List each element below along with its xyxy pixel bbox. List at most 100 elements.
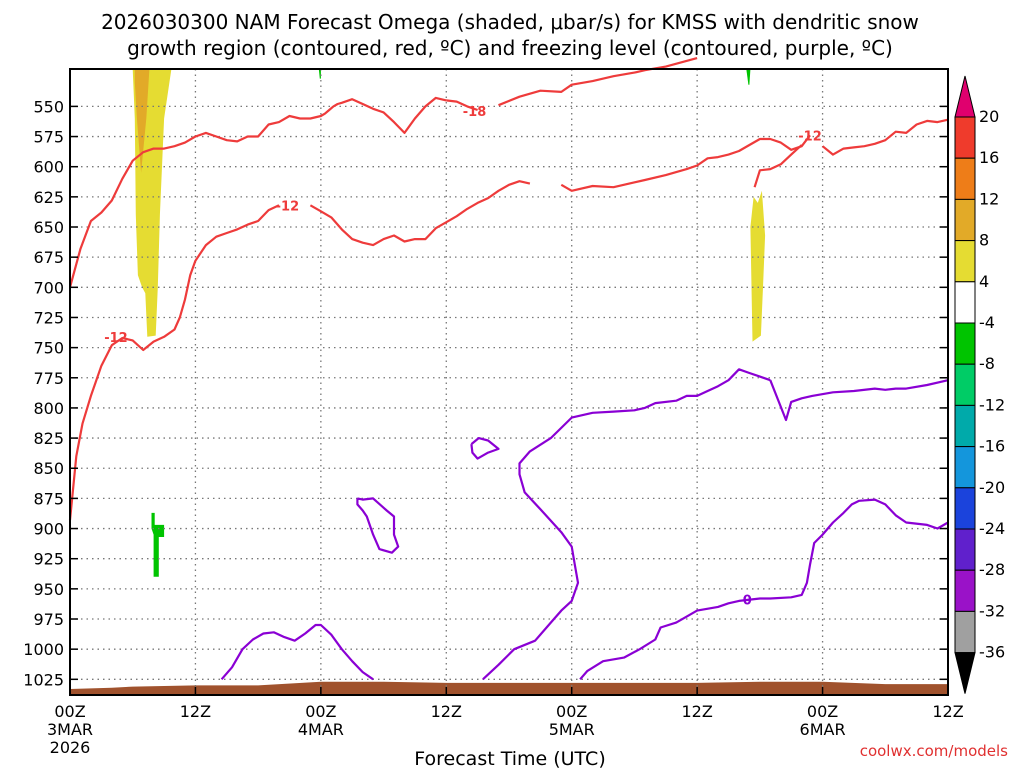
plot-area: -12 -18 -12 -12 0 xyxy=(68,57,949,696)
omega-positive-4-8-day3 xyxy=(750,190,766,342)
y-tick-label-825: 825 xyxy=(33,429,64,448)
chart-title-line1: 2026030300 NAM Forecast Omega (shaded, μ… xyxy=(101,10,919,34)
y-axis: 550 575 600 625 650 675 700 725 750 775 800 825 850 8… xyxy=(23,97,948,689)
dgz-upper-minus-12 xyxy=(68,96,447,288)
colorbar-label-1: 16 xyxy=(979,148,999,167)
x-tick-date-6: 6MAR xyxy=(800,720,846,739)
y-tick-label-625: 625 xyxy=(33,188,64,207)
freeze-bubble-lower xyxy=(356,497,400,554)
y-tick-label-725: 725 xyxy=(33,308,64,327)
x-tick-label-2: 00Z xyxy=(305,702,336,721)
x-tick-date-4: 5MAR xyxy=(549,720,595,739)
y-tick-label-900: 900 xyxy=(33,520,64,539)
omega-negative-4-8-top-a xyxy=(318,69,321,79)
colorbar-label-6: -8 xyxy=(979,354,995,373)
x-axis-label: Forecast Time (UTC) xyxy=(414,748,605,768)
colorbar-swatch-2 xyxy=(954,157,976,200)
colorbar-label-5: -4 xyxy=(979,313,995,332)
omega-negative-4-8-low xyxy=(151,512,165,577)
dgz-contours-layer xyxy=(68,57,949,521)
dgz-upper-right xyxy=(498,57,698,107)
freezing-contours-layer xyxy=(220,368,949,681)
y-tick-label-775: 775 xyxy=(33,369,64,388)
colorbar-label-9: -20 xyxy=(979,478,1005,497)
colorbar-label-13: -36 xyxy=(979,643,1005,662)
colorbar-swatch-1 xyxy=(954,116,976,159)
chart-title-line2: growth region (contoured, red, ºC) and f… xyxy=(127,36,893,60)
x-tick-label-3: 12Z xyxy=(431,702,462,721)
colorbar-label-4: 4 xyxy=(979,272,989,291)
colorbar-label-11: -28 xyxy=(979,560,1005,579)
freeze-lower-right xyxy=(579,498,949,681)
colorbar-top-arrow xyxy=(954,75,976,118)
x-tick-label-7: 12Z xyxy=(932,702,963,721)
colorbar: 20 16 12 8 4 -4 -8 -12 -16 -20 -24 -28 -32 -36 xyxy=(954,75,1005,694)
y-tick-label-850: 850 xyxy=(33,459,64,478)
freeze-right-wave xyxy=(769,379,949,422)
colorbar-label-3: 8 xyxy=(979,231,989,250)
y-tick-label-550: 550 xyxy=(33,97,64,116)
credit-link[interactable]: coolwx.com/models xyxy=(860,742,1008,760)
x-tick-label-0: 00Z xyxy=(54,702,85,721)
colorbar-swatch-7 xyxy=(954,363,976,406)
y-tick-label-650: 650 xyxy=(33,218,64,237)
freeze-center-bulge xyxy=(482,368,771,681)
colorbar-label-0: 20 xyxy=(979,107,999,126)
contour-label-dgz-lower-minus-12: -12 xyxy=(104,331,128,346)
colorbar-swatch-8 xyxy=(954,404,976,448)
y-tick-label-1000: 1000 xyxy=(23,640,64,659)
dgz-lower-right xyxy=(560,134,811,192)
contour-label-freeze-lower-right: 0 xyxy=(743,594,752,609)
colorbar-swatch-10 xyxy=(954,487,976,530)
x-tick-label-6: 00Z xyxy=(807,702,838,721)
colorbar-label-12: -32 xyxy=(979,601,1005,620)
gridlines xyxy=(70,69,948,695)
omega-negative-4-8-top-b xyxy=(746,69,751,85)
x-tick-year-0: 2026 xyxy=(50,738,91,757)
colorbar-swatch-3 xyxy=(954,198,976,242)
dgz-lower-mid xyxy=(309,180,531,247)
colorbar-label-8: -16 xyxy=(979,437,1005,456)
terrain-fill xyxy=(70,681,948,695)
y-tick-label-675: 675 xyxy=(33,248,64,267)
plot-frame xyxy=(69,68,949,696)
colorbar-label-10: -24 xyxy=(979,519,1005,538)
colorbar-swatch-12 xyxy=(954,569,976,612)
freeze-low-left xyxy=(220,623,374,681)
colorbar-label-7: -12 xyxy=(979,395,1005,414)
y-tick-label-700: 700 xyxy=(33,278,64,297)
y-tick-label-925: 925 xyxy=(33,550,64,569)
contour-label-dgz-upper-minus-12: -12 xyxy=(276,199,300,214)
colorbar-swatch-9 xyxy=(954,446,976,489)
x-tick-date-2: 4MAR xyxy=(298,720,344,739)
colorbar-swatch-6 xyxy=(954,322,976,365)
x-tick-label-5: 12Z xyxy=(681,702,712,721)
dgz-upper-minus-18 xyxy=(446,99,478,112)
y-tick-label-750: 750 xyxy=(33,339,64,358)
colorbar-swatch-4 xyxy=(954,240,976,283)
colorbar-swatch-11 xyxy=(954,528,976,571)
y-tick-label-875: 875 xyxy=(33,489,64,508)
colorbar-swatch-13 xyxy=(954,610,976,654)
omega-positive-8-12 xyxy=(134,69,150,173)
y-tick-label-575: 575 xyxy=(33,128,64,147)
y-tick-label-800: 800 xyxy=(33,399,64,418)
y-tick-label-975: 975 xyxy=(33,610,64,629)
x-tick-label-4: 00Z xyxy=(556,702,587,721)
contour-label-dgz-upper-minus-18: -18 xyxy=(463,105,487,120)
terrain-layer xyxy=(70,681,948,695)
y-tick-label-1025: 1025 xyxy=(23,670,64,689)
colorbar-swatch-5 xyxy=(954,281,976,324)
y-tick-label-600: 600 xyxy=(33,158,64,177)
x-tick-label-1: 12Z xyxy=(180,702,211,721)
dgz-lower-minus-12 xyxy=(68,204,280,521)
contour-label-dgz-upper-minus-12-right: -12 xyxy=(798,129,822,144)
dgz-upper-minus-12-right xyxy=(753,144,803,188)
contour-labels-layer: -12 -18 -12 -12 0 xyxy=(104,105,822,608)
freeze-bubble-upper xyxy=(470,437,500,460)
colorbar-bottom-arrow xyxy=(954,652,976,694)
dgz-right-tail xyxy=(821,118,949,156)
colorbar-label-2: 12 xyxy=(979,189,999,208)
